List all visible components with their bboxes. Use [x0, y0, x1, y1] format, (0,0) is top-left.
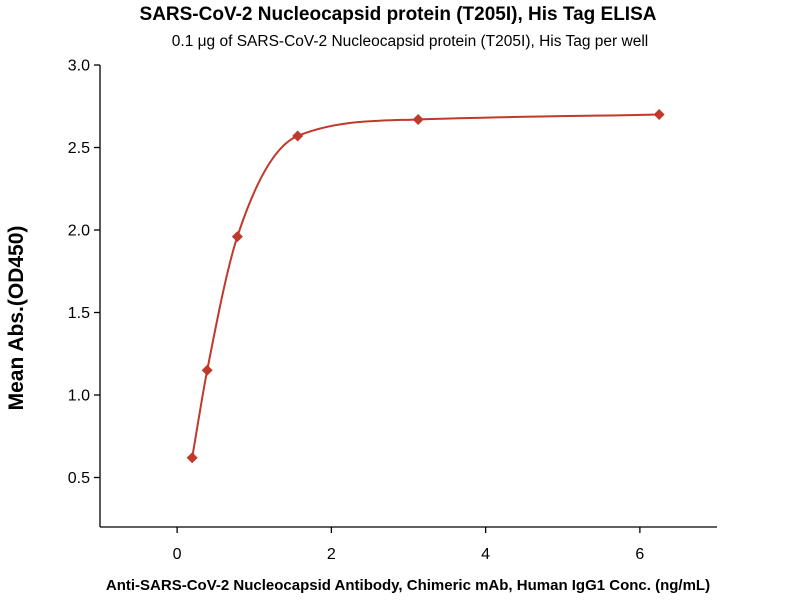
- y-tick-label: 2.5: [68, 140, 90, 157]
- y-ticks: 0.5 1.0 1.5 2.0 2.5 3.0: [68, 58, 100, 487]
- y-tick-label: 0.5: [68, 470, 90, 487]
- data-points: [186, 109, 665, 464]
- chart-subtitle: 0.1 μg of SARS-CoV-2 Nucleocapsid protei…: [172, 33, 648, 50]
- x-tick-label: 0: [173, 546, 182, 563]
- x-tick-label: 4: [481, 546, 490, 563]
- axes: [99, 65, 717, 528]
- data-point-marker: [292, 130, 304, 142]
- x-ticks: 0 2 4 6: [173, 527, 644, 563]
- y-tick-label: 1.5: [68, 305, 90, 322]
- x-axis-label: Anti-SARS-CoV-2 Nucleocapsid Antibody, C…: [106, 577, 710, 594]
- y-tick-label: 1.0: [68, 388, 90, 405]
- data-point-marker: [201, 364, 213, 376]
- x-tick-label: 2: [327, 546, 336, 563]
- data-point-marker: [653, 109, 665, 120]
- data-point-marker: [412, 113, 424, 125]
- chart-title: SARS-CoV-2 Nucleocapsid protein (T205I),…: [140, 4, 657, 25]
- fit-curve: [191, 113, 660, 458]
- data-point-marker: [231, 231, 243, 243]
- x-tick-label: 6: [635, 546, 644, 563]
- y-tick-label: 3.0: [68, 58, 90, 75]
- data-point-marker: [186, 452, 198, 464]
- y-axis-label: Mean Abs.(OD450): [5, 226, 28, 411]
- y-tick-label: 2.0: [68, 223, 90, 240]
